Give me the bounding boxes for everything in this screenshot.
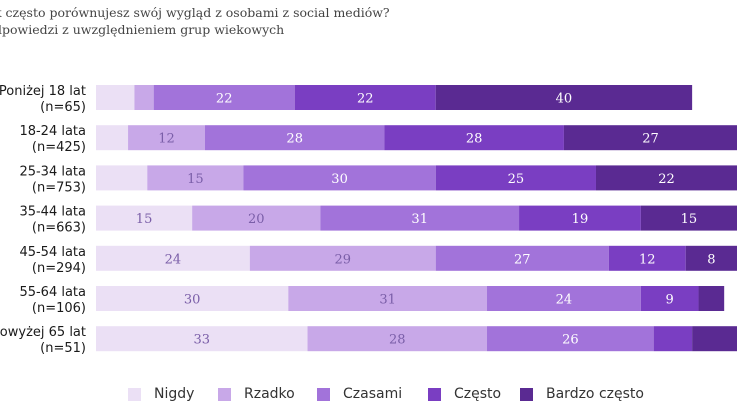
category-label: owyżej 65 lat xyxy=(0,325,86,340)
bar-segment xyxy=(685,245,737,271)
data-label: 19 xyxy=(572,212,589,227)
category-label: 25-34 lata xyxy=(19,164,86,179)
legend-item: Nigdy xyxy=(128,383,194,405)
bar-segment xyxy=(698,286,725,311)
data-label: 40 xyxy=(556,92,573,107)
data-label: 27 xyxy=(514,252,531,267)
legend-label: Często xyxy=(454,386,502,402)
data-label: 28 xyxy=(389,333,406,348)
bar-segment xyxy=(487,286,641,311)
legend-label: Nigdy xyxy=(154,386,195,402)
bar-segment xyxy=(96,245,250,271)
bar-segment xyxy=(435,245,609,271)
data-label: 33 xyxy=(193,333,210,348)
bar-segment xyxy=(595,165,737,191)
bar-segment xyxy=(128,125,205,151)
data-label: 15 xyxy=(681,212,698,227)
bar-segment xyxy=(519,205,641,231)
bar-segment xyxy=(96,286,289,311)
data-label: 26 xyxy=(562,333,579,348)
data-label: 25 xyxy=(508,172,525,187)
data-label: 9 xyxy=(666,293,674,308)
bar-segment xyxy=(288,286,488,311)
category-label: 45-54 lata xyxy=(19,245,86,260)
chart-title: k często porównujesz swój wygląd z osoba… xyxy=(0,5,390,20)
bar-segment xyxy=(487,326,654,352)
data-label: 28 xyxy=(466,132,483,147)
legend-item: Często xyxy=(428,383,501,405)
bar-segment xyxy=(435,165,596,191)
bar-segment xyxy=(96,205,193,231)
data-label: 31 xyxy=(379,293,396,308)
data-label: 22 xyxy=(658,172,675,187)
data-label: 15 xyxy=(136,212,153,227)
legend-item: Bardzo często xyxy=(520,383,644,405)
category-sample-size: (n=106) xyxy=(32,301,86,316)
bar-segment xyxy=(96,125,129,151)
data-label: 30 xyxy=(331,172,348,187)
bar-segment xyxy=(320,205,520,231)
legend-swatch xyxy=(428,387,441,401)
legend-swatch xyxy=(128,387,141,401)
bar-segment xyxy=(204,125,385,151)
bar-segment xyxy=(147,165,244,191)
category-sample-size: (n=65) xyxy=(40,100,86,115)
category-sample-size: (n=753) xyxy=(32,180,86,195)
data-label: 22 xyxy=(216,92,233,107)
data-label: 30 xyxy=(184,293,201,308)
data-label: 12 xyxy=(158,132,175,147)
chart-legend: Nigdy Rzadko Czasami Często Bardzo często xyxy=(0,383,737,405)
bar-segment xyxy=(563,125,737,151)
bar-segment xyxy=(384,125,564,151)
data-label: 24 xyxy=(165,252,182,267)
bar-segment xyxy=(608,245,686,271)
bar-segment xyxy=(96,326,308,352)
data-label: 15 xyxy=(187,172,204,187)
bar-segment xyxy=(294,85,436,110)
data-label: 29 xyxy=(335,252,352,267)
category-label: 18-24 lata xyxy=(19,124,86,139)
bar-segment xyxy=(435,85,693,110)
category-sample-size: (n=425) xyxy=(32,140,86,155)
bar-segment xyxy=(640,286,699,311)
data-label: 8 xyxy=(707,252,715,267)
legend-swatch xyxy=(317,387,330,401)
stacked-bar-chart: Poniżej 18 lat(n=65) 22 22 40 18-24 lata(n=4… xyxy=(0,84,737,356)
category-label: 35-44 lata xyxy=(19,205,86,220)
data-label: 20 xyxy=(248,212,265,227)
bar-segment xyxy=(653,326,693,352)
data-label: 27 xyxy=(642,132,659,147)
legend-label: Bardzo często xyxy=(546,386,644,402)
category-label: 55-64 lata xyxy=(19,285,86,300)
chart-subtitle: dpowiedzi z uwzględnieniem grup wiekowyc… xyxy=(0,22,285,37)
bar-segment xyxy=(640,205,737,231)
bar-segment xyxy=(96,85,135,110)
bar-segment xyxy=(249,245,436,271)
bar-segment xyxy=(692,326,737,352)
data-label: 22 xyxy=(357,92,374,107)
legend-swatch xyxy=(218,387,231,401)
data-label: 24 xyxy=(556,293,573,308)
legend-label: Rzadko xyxy=(244,386,295,402)
bar-segment xyxy=(96,165,148,191)
bar-segment xyxy=(307,326,488,352)
bar-segment xyxy=(153,85,295,110)
category-sample-size: (n=294) xyxy=(32,261,86,276)
category-label: Poniżej 18 lat xyxy=(0,84,86,99)
legend-item: Rzadko xyxy=(218,383,295,405)
category-sample-size: (n=51) xyxy=(40,341,86,356)
bar-segment xyxy=(192,205,321,231)
data-label: 12 xyxy=(639,252,656,267)
legend-label: Czasami xyxy=(343,386,403,402)
legend-item: Czasami xyxy=(317,383,402,405)
category-sample-size: (n=663) xyxy=(32,221,86,236)
bar-segment xyxy=(134,85,154,110)
data-label: 28 xyxy=(286,132,303,147)
legend-swatch xyxy=(520,387,533,401)
bar-segment xyxy=(243,165,436,191)
data-label: 31 xyxy=(411,212,428,227)
